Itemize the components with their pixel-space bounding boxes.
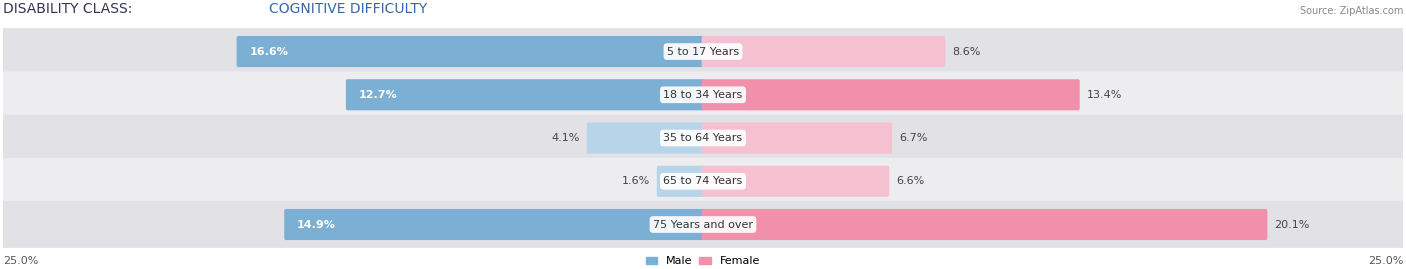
FancyBboxPatch shape (346, 79, 704, 110)
FancyBboxPatch shape (702, 122, 891, 154)
Text: Source: ZipAtlas.com: Source: ZipAtlas.com (1301, 6, 1403, 16)
Text: 8.6%: 8.6% (952, 47, 980, 56)
Text: COGNITIVE DIFFICULTY: COGNITIVE DIFFICULTY (269, 2, 427, 16)
Text: 65 to 74 Years: 65 to 74 Years (664, 176, 742, 186)
Text: 4.1%: 4.1% (551, 133, 579, 143)
Text: 35 to 64 Years: 35 to 64 Years (664, 133, 742, 143)
Text: 25.0%: 25.0% (3, 256, 38, 266)
Text: 75 Years and over: 75 Years and over (652, 220, 754, 229)
Text: 14.9%: 14.9% (297, 220, 336, 229)
Text: 1.6%: 1.6% (621, 176, 650, 186)
FancyBboxPatch shape (0, 72, 1406, 118)
FancyBboxPatch shape (0, 158, 1406, 205)
FancyBboxPatch shape (657, 166, 704, 197)
Text: 13.4%: 13.4% (1087, 90, 1122, 100)
FancyBboxPatch shape (702, 79, 1080, 110)
Text: 18 to 34 Years: 18 to 34 Years (664, 90, 742, 100)
FancyBboxPatch shape (0, 201, 1406, 248)
FancyBboxPatch shape (702, 166, 889, 197)
Legend: Male, Female: Male, Female (647, 256, 759, 266)
Text: 6.6%: 6.6% (896, 176, 925, 186)
Text: 25.0%: 25.0% (1368, 256, 1403, 266)
FancyBboxPatch shape (702, 36, 945, 67)
Text: 6.7%: 6.7% (898, 133, 928, 143)
Text: 20.1%: 20.1% (1274, 220, 1310, 229)
Text: 5 to 17 Years: 5 to 17 Years (666, 47, 740, 56)
FancyBboxPatch shape (236, 36, 704, 67)
Text: 12.7%: 12.7% (359, 90, 396, 100)
FancyBboxPatch shape (0, 28, 1406, 75)
FancyBboxPatch shape (284, 209, 704, 240)
Text: DISABILITY CLASS:: DISABILITY CLASS: (3, 2, 136, 16)
FancyBboxPatch shape (0, 115, 1406, 161)
Text: 16.6%: 16.6% (249, 47, 288, 56)
FancyBboxPatch shape (586, 122, 704, 154)
FancyBboxPatch shape (702, 209, 1267, 240)
